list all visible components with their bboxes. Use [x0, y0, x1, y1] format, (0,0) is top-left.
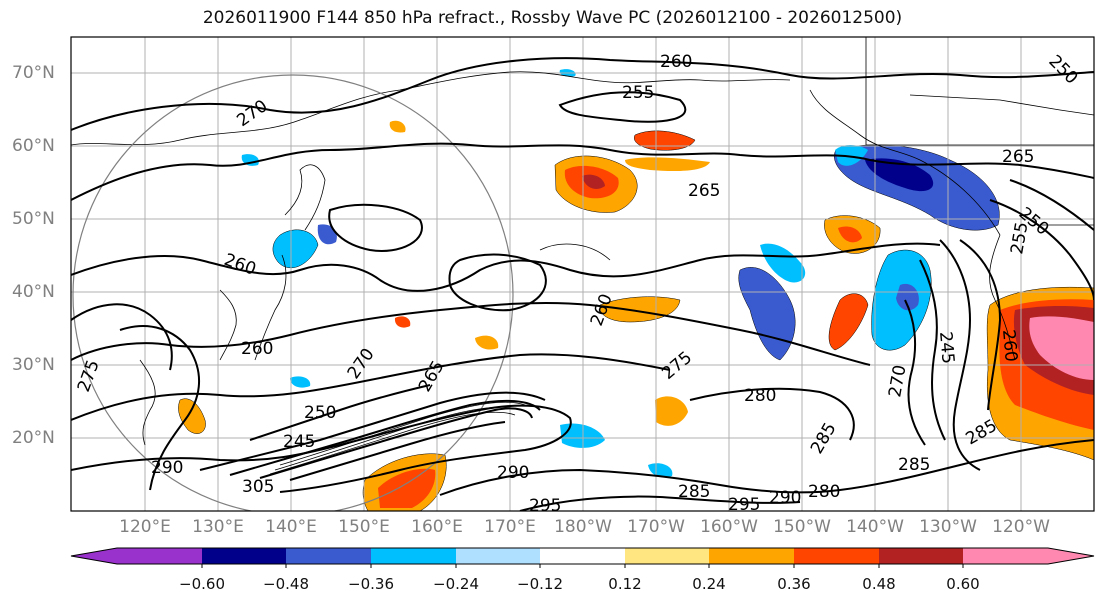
longitude-label: 160°E — [411, 517, 463, 537]
map-plot-area: 260 255 270 265 265 260 280 285 290 295 … — [71, 37, 1094, 516]
longitude-label: 180°W — [554, 517, 612, 537]
contour-label: 305 — [242, 477, 274, 497]
colorbar-tick-label: −0.36 — [348, 575, 394, 593]
positive-anomaly-patch — [625, 157, 710, 172]
latitude-label: 50°N — [12, 209, 55, 229]
colorbar-tick-label: −0.24 — [433, 575, 479, 593]
contour-label: 260 — [660, 52, 692, 72]
negative-anomaly-patch — [835, 145, 868, 166]
map-title: 2026011900 F144 850 hPa refract., Rossby… — [202, 8, 903, 28]
longitude-label: 170°E — [484, 517, 536, 537]
longitude-label: 130°E — [192, 517, 244, 537]
positive-anomaly-patch — [655, 396, 688, 426]
colorbar-swatch — [456, 548, 540, 564]
colorbar-swatch — [794, 548, 879, 564]
contour-label: 285 — [678, 482, 710, 502]
negative-anomaly-patch — [865, 158, 934, 192]
colorbar-swatch — [371, 548, 456, 564]
latitude-label: 40°N — [12, 282, 55, 302]
contour-label: 265 — [688, 181, 720, 201]
map-frame — [70, 36, 1095, 512]
colorbar-swatch — [963, 548, 1048, 564]
colorbar-swatch — [286, 548, 371, 564]
latitude-label: 30°N — [12, 355, 55, 375]
positive-anomaly-patch — [1029, 316, 1094, 380]
great-circle-outline — [72, 74, 514, 511]
positive-anomaly-patch — [475, 335, 499, 350]
contour-label: 295 — [529, 496, 561, 516]
contour-label: 245 — [283, 432, 315, 452]
latitude-label: 70°N — [12, 63, 55, 83]
coastlines — [71, 37, 1094, 446]
colorbar-extend-min — [71, 548, 117, 564]
negative-anomaly-patch — [272, 229, 319, 268]
negative-anomaly-patch — [760, 243, 806, 283]
positive-anomaly-patch — [828, 293, 869, 351]
colorbar-outline — [70, 547, 1095, 565]
colorbar-swatch — [202, 548, 286, 564]
contour-label: 280 — [808, 482, 840, 502]
longitude-label: 150°E — [338, 517, 390, 537]
colorbar-tick-label: −0.12 — [517, 575, 563, 593]
colorbar-tick-label: 0.24 — [692, 575, 726, 593]
contour-label: 265 — [1002, 147, 1034, 167]
colorbar-tick-label: 0.60 — [946, 575, 980, 593]
contour-label: 295 — [728, 495, 760, 515]
longitude-label: 150°W — [773, 517, 831, 537]
colorbar-swatch — [625, 548, 709, 564]
colorbar-swatch — [709, 548, 794, 564]
negative-anomaly-patch — [648, 463, 673, 478]
graticule — [71, 37, 1094, 511]
longitude-label: 140°W — [846, 517, 904, 537]
positive-anomaly-patch — [394, 316, 411, 328]
negative-anomaly-patch — [738, 267, 796, 361]
colorbar-swatch — [540, 548, 625, 564]
longitude-label: 120°W — [992, 517, 1050, 537]
contour-label: 290 — [497, 463, 529, 483]
positive-anomaly-patch — [838, 226, 862, 243]
colorbar-tick-label: −0.60 — [179, 575, 225, 593]
contour-label: 260 — [998, 329, 1021, 363]
negative-anomaly-patch — [290, 376, 311, 388]
colorbar-tick-label: 0.48 — [862, 575, 896, 593]
colorbar-tick-label: 0.36 — [777, 575, 811, 593]
latitude-label: 60°N — [12, 136, 55, 156]
contour-label: 250 — [304, 403, 336, 423]
contour-label: 290 — [769, 488, 801, 508]
colorbar-extend-max — [1048, 548, 1094, 564]
colorbar-swatch — [117, 548, 202, 564]
contour-labels: 260 255 270 265 265 260 280 285 290 295 … — [74, 51, 1082, 516]
colorbar-tick-label: 0.12 — [608, 575, 642, 593]
contour-label: 285 — [898, 455, 930, 475]
contour-label: 245 — [935, 331, 958, 365]
positive-anomaly-patch — [389, 120, 406, 133]
thin-contours — [269, 401, 526, 475]
contour-label: 290 — [151, 458, 183, 478]
shaded-anomalies — [178, 69, 1094, 511]
negative-anomaly-patch — [896, 283, 919, 311]
longitude-label: 160°W — [700, 517, 758, 537]
positive-anomaly-patch — [378, 468, 436, 508]
longitude-label: 120°E — [119, 517, 171, 537]
latitude-label: 20°N — [12, 428, 55, 448]
colorbar-tick-label: −0.48 — [263, 575, 309, 593]
longitude-label: 170°W — [627, 517, 685, 537]
positive-anomaly-patch — [582, 174, 605, 189]
colorbar — [70, 547, 1095, 568]
contour-label: 260 — [241, 339, 273, 359]
contour-lines — [71, 57, 1094, 511]
positive-anomaly-patch — [634, 130, 696, 151]
contour-label: 255 — [622, 83, 654, 103]
contour-label: 280 — [744, 386, 776, 406]
longitude-label: 140°E — [265, 517, 317, 537]
colorbar-swatch — [879, 548, 963, 564]
longitude-label: 130°W — [919, 517, 977, 537]
